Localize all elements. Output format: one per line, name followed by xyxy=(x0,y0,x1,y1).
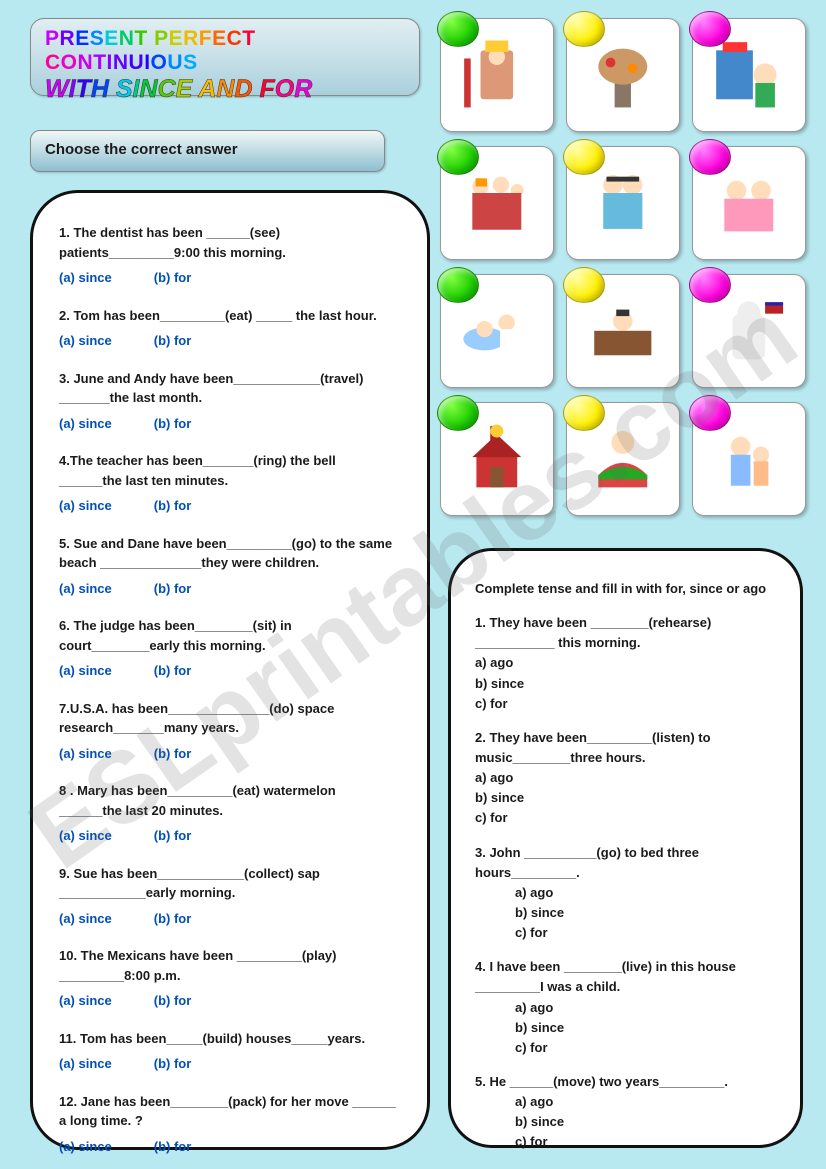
image-card-12 xyxy=(692,402,806,516)
image-card-3 xyxy=(692,18,806,132)
question-text: 11. Tom has been_____(build) houses_____… xyxy=(59,1029,401,1049)
left-question-9: 9. Sue has been____________(collect) sap… xyxy=(59,864,401,929)
question-text: 1. They have been ________(rehearse) ___… xyxy=(475,613,776,653)
question-options[interactable]: a) agob) sincec) for xyxy=(475,653,776,713)
question-text: 2. Tom has been_________(eat) _____ the … xyxy=(59,306,401,326)
left-question-11: 11. Tom has been_____(build) houses_____… xyxy=(59,1029,401,1074)
question-text: 4.The teacher has been_______(ring) the … xyxy=(59,451,401,490)
question-options[interactable]: a) agob) sincec) for xyxy=(475,883,776,943)
color-oval-yellow xyxy=(563,139,605,175)
question-text: 5. He ______(move) two years_________. xyxy=(475,1072,776,1092)
question-choices[interactable]: (a) since(b) for xyxy=(59,744,401,764)
color-oval-magenta xyxy=(689,11,731,47)
color-oval-green xyxy=(437,139,479,175)
color-oval-yellow xyxy=(563,11,605,47)
question-choices[interactable]: (a) since(b) for xyxy=(59,496,401,516)
question-text: 4. I have been ________(live) in this ho… xyxy=(475,957,776,997)
left-question-8: 8 . Mary has been_________(eat) watermel… xyxy=(59,781,401,846)
image-card-5 xyxy=(566,146,680,260)
right-question-2: 2. They have been_________(listen) to mu… xyxy=(475,728,776,829)
left-question-4: 4.The teacher has been_______(ring) the … xyxy=(59,451,401,516)
left-question-5: 5. Sue and Dane have been_________(go) t… xyxy=(59,534,401,599)
right-intro: Complete tense and fill in with for, sin… xyxy=(475,579,776,599)
color-oval-yellow xyxy=(563,267,605,303)
image-card-11 xyxy=(566,402,680,516)
question-options[interactable]: a) agob) sincec) for xyxy=(475,1092,776,1152)
color-oval-magenta xyxy=(689,267,731,303)
question-text: 2. They have been_________(listen) to mu… xyxy=(475,728,776,768)
image-card-10 xyxy=(440,402,554,516)
left-exercise-panel: 1. The dentist has been ______(see) pati… xyxy=(30,190,430,1150)
title-line2: WITH SINCE AND FOR xyxy=(45,75,405,104)
question-choices[interactable]: (a) since(b) for xyxy=(59,661,401,681)
question-choices[interactable]: (a) since(b) for xyxy=(59,909,401,929)
question-choices[interactable]: (a) since(b) for xyxy=(59,414,401,434)
image-card-6 xyxy=(692,146,806,260)
title-line1: PRESENT PERFECT CONTINUIOUS xyxy=(45,27,405,75)
left-question-3: 3. June and Andy have been____________(t… xyxy=(59,369,401,434)
question-text: 7.U.S.A. has been______________(do) spac… xyxy=(59,699,401,738)
color-oval-yellow xyxy=(563,395,605,431)
question-choices[interactable]: (a) since(b) for xyxy=(59,331,401,351)
instruction-box: Choose the correct answer xyxy=(30,130,385,172)
header-box: PRESENT PERFECT CONTINUIOUS WITH SINCE A… xyxy=(30,18,420,96)
question-text: 8 . Mary has been_________(eat) watermel… xyxy=(59,781,401,820)
question-text: 3. June and Andy have been____________(t… xyxy=(59,369,401,408)
right-question-1: 1. They have been ________(rehearse) ___… xyxy=(475,613,776,714)
question-text: 1. The dentist has been ______(see) pati… xyxy=(59,223,401,262)
question-options[interactable]: a) agob) sincec) for xyxy=(475,998,776,1058)
color-oval-green xyxy=(437,395,479,431)
question-choices[interactable]: (a) since(b) for xyxy=(59,1137,401,1157)
instruction-text: Choose the correct answer xyxy=(45,141,370,158)
right-question-3: 3. John __________(go) to bed three hour… xyxy=(475,843,776,944)
right-exercise-panel: Complete tense and fill in with for, sin… xyxy=(448,548,803,1148)
left-question-6: 6. The judge has been________(sit) in co… xyxy=(59,616,401,681)
right-question-4: 4. I have been ________(live) in this ho… xyxy=(475,957,776,1058)
question-text: 9. Sue has been____________(collect) sap… xyxy=(59,864,401,903)
question-text: 5. Sue and Dane have been_________(go) t… xyxy=(59,534,401,573)
left-question-2: 2. Tom has been_________(eat) _____ the … xyxy=(59,306,401,351)
image-grid xyxy=(440,18,810,516)
question-text: 12. Jane has been________(pack) for her … xyxy=(59,1092,401,1131)
left-question-10: 10. The Mexicans have been _________(pla… xyxy=(59,946,401,1011)
color-oval-green xyxy=(437,11,479,47)
question-text: 3. John __________(go) to bed three hour… xyxy=(475,843,776,883)
image-card-1 xyxy=(440,18,554,132)
image-card-8 xyxy=(566,274,680,388)
question-choices[interactable]: (a) since(b) for xyxy=(59,826,401,846)
left-question-1: 1. The dentist has been ______(see) pati… xyxy=(59,223,401,288)
question-choices[interactable]: (a) since(b) for xyxy=(59,579,401,599)
color-oval-magenta xyxy=(689,139,731,175)
question-text: 10. The Mexicans have been _________(pla… xyxy=(59,946,401,985)
question-text: 6. The judge has been________(sit) in co… xyxy=(59,616,401,655)
color-oval-green xyxy=(437,267,479,303)
left-question-12: 12. Jane has been________(pack) for her … xyxy=(59,1092,401,1157)
image-card-2 xyxy=(566,18,680,132)
image-card-9 xyxy=(692,274,806,388)
question-options[interactable]: a) agob) sincec) for xyxy=(475,768,776,828)
right-question-5: 5. He ______(move) two years_________.a)… xyxy=(475,1072,776,1153)
color-oval-magenta xyxy=(689,395,731,431)
image-card-7 xyxy=(440,274,554,388)
image-card-4 xyxy=(440,146,554,260)
question-choices[interactable]: (a) since(b) for xyxy=(59,268,401,288)
left-question-7: 7.U.S.A. has been______________(do) spac… xyxy=(59,699,401,764)
question-choices[interactable]: (a) since(b) for xyxy=(59,1054,401,1074)
question-choices[interactable]: (a) since(b) for xyxy=(59,991,401,1011)
